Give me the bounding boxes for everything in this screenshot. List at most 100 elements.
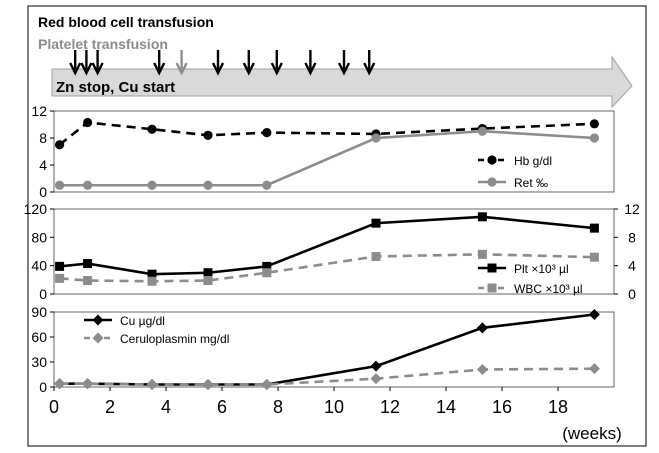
data-point-middle-1-1 — [83, 276, 93, 286]
rbc-transfusion-arrow-9 — [363, 50, 376, 76]
treatment-arrow: Zn stop, Cu start — [51, 55, 633, 109]
data-point-middle-1-6 — [477, 249, 487, 259]
data-point-top-1-0 — [55, 180, 65, 190]
rbc-transfusion-arrow-9-head — [363, 62, 376, 76]
legend-item-middle-1: WBC ×10³ µl — [478, 282, 583, 296]
data-point-middle-0-4 — [262, 261, 272, 271]
data-point-bottom-1-1 — [82, 378, 94, 390]
figure-frame — [27, 5, 647, 447]
data-point-middle-0-6 — [477, 212, 487, 222]
legend-label-middle-0: Plt ×10³ µl — [514, 262, 569, 276]
data-point-bottom-1-3 — [202, 379, 214, 390]
rbc-transfusion-arrow-5 — [242, 50, 255, 76]
x-tick-label-5: 10 — [324, 397, 344, 417]
series-top-1 — [55, 126, 600, 190]
legend-marker-middle-0 — [487, 263, 497, 273]
data-point-bottom-1-4 — [261, 379, 273, 390]
rbc-transfusion-arrow-8 — [337, 50, 351, 76]
panel-top: 0 4 8 12 Hb g/dl Ret ‰ — [31, 103, 615, 200]
platelet-transfusion-arrow-0-head — [175, 62, 188, 76]
legend-label-top-1: Ret ‰ — [514, 176, 548, 190]
data-point-middle-0-5 — [371, 218, 381, 228]
rbc-transfusion-arrow-5-head — [242, 62, 255, 76]
rbc-transfusion-arrow-2-head — [91, 62, 104, 76]
y-tick-label-bottom-3: 90 — [31, 304, 47, 320]
data-point-middle-1-7 — [589, 252, 599, 262]
x-axis: 0 2 4 6 8 10 12 14 16 18 (weeks) — [49, 387, 622, 443]
legend-item-middle-0: Plt ×10³ µl — [478, 262, 569, 276]
y-tick-label-middle-0: 0 — [39, 286, 47, 302]
platelet-transfusion-label: Platelet transfusion — [38, 36, 168, 52]
data-point-top-0-4 — [262, 128, 272, 138]
rbc-transfusion-arrow-1-head — [80, 62, 93, 76]
transfusion-arrows — [69, 50, 376, 76]
data-point-middle-1-5 — [371, 251, 381, 261]
rbc-transfusion-arrow-0-head — [69, 62, 82, 76]
arrow-label: Zn stop, Cu start — [56, 79, 175, 96]
data-point-bottom-1-7 — [588, 363, 600, 375]
data-point-top-0-1 — [83, 117, 93, 128]
legend-label-bottom-0: Cu µg/dl — [120, 314, 165, 328]
series-line-top-1 — [59, 129, 595, 187]
y-tick-label-bottom-1: 30 — [31, 354, 47, 370]
panel-middle: 0 40 80 120 0 4 8 12 Plt ×10³ µl WBC ×10³ µl — [24, 201, 640, 302]
rbc-transfusion-arrow-4-head — [211, 62, 225, 76]
y-tick-label-middle-1: 40 — [31, 258, 47, 274]
x-tick-label-8: 16 — [492, 397, 512, 417]
x-axis-label: (weeks) — [562, 424, 622, 443]
data-point-top-0-3 — [203, 130, 213, 140]
panel-bottom: 0 30 60 90 Cu µg/dl Ceruloplasmin mg/dl — [31, 304, 615, 395]
data-point-top-1-2 — [147, 180, 157, 190]
x-tick-label-3: 6 — [217, 397, 227, 417]
data-point-middle-1-3 — [203, 276, 213, 286]
rbc-transfusion-arrow-6-head — [270, 62, 283, 76]
data-point-top-1-3 — [203, 180, 213, 190]
y-tick-label-bottom-0: 0 — [39, 379, 47, 395]
outer-border — [27, 5, 647, 447]
platelet-transfusion-arrow-0 — [175, 50, 188, 76]
data-point-top-1-6 — [477, 126, 487, 136]
x-tick-label-7: 14 — [436, 397, 456, 417]
y2-tick-label-middle-0: 0 — [628, 286, 636, 302]
data-point-bottom-1-0 — [54, 378, 66, 390]
panel-middle-frame — [53, 208, 615, 295]
legend-marker-middle-1 — [487, 283, 497, 293]
y-tick-label-top-3: 12 — [31, 103, 47, 119]
data-point-top-0-0 — [55, 140, 65, 150]
legend-marker-bottom-1 — [92, 332, 104, 344]
data-point-middle-0-7 — [589, 223, 599, 233]
rbc-transfusion-arrow-8-head — [337, 62, 351, 76]
y-tick-label-bottom-2: 60 — [31, 329, 47, 345]
data-point-middle-0-2 — [147, 269, 157, 279]
data-point-middle-0-0 — [55, 261, 65, 271]
x-tick-label-6: 12 — [380, 397, 400, 417]
y2-tick-label-middle-2: 8 — [628, 229, 636, 245]
data-point-bottom-0-6 — [476, 322, 488, 334]
x-tick-label-4: 8 — [273, 397, 283, 417]
legend-item-top-1: Ret ‰ — [478, 176, 548, 190]
rbc-transfusion-label: Red blood cell transfusion — [38, 14, 214, 30]
y2-tick-label-middle-1: 4 — [628, 258, 636, 274]
y-tick-label-top-0: 0 — [39, 184, 47, 200]
data-point-bottom-1-2 — [146, 379, 158, 390]
x-tick-label-0: 0 — [49, 397, 59, 417]
series-middle-0 — [55, 212, 599, 279]
data-point-top-1-5 — [371, 133, 381, 143]
data-point-middle-1-2 — [147, 276, 157, 286]
data-point-top-1-7 — [589, 133, 600, 143]
panel-top-frame — [53, 110, 615, 193]
y-tick-label-middle-2: 80 — [31, 229, 47, 245]
data-point-bottom-1-5 — [370, 373, 382, 385]
x-tick-label-1: 2 — [105, 397, 115, 417]
y-tick-label-top-2: 8 — [39, 130, 47, 146]
data-point-top-0-7 — [589, 119, 600, 129]
legend-label-middle-1: WBC ×10³ µl — [514, 282, 583, 296]
y-tick-label-middle-3: 120 — [24, 201, 48, 217]
data-point-bottom-1-6 — [476, 364, 488, 375]
data-point-middle-1-4 — [262, 268, 272, 278]
data-point-bottom-0-5 — [370, 360, 382, 372]
arrow-shape — [51, 55, 633, 109]
rbc-transfusion-arrow-6 — [270, 50, 283, 76]
